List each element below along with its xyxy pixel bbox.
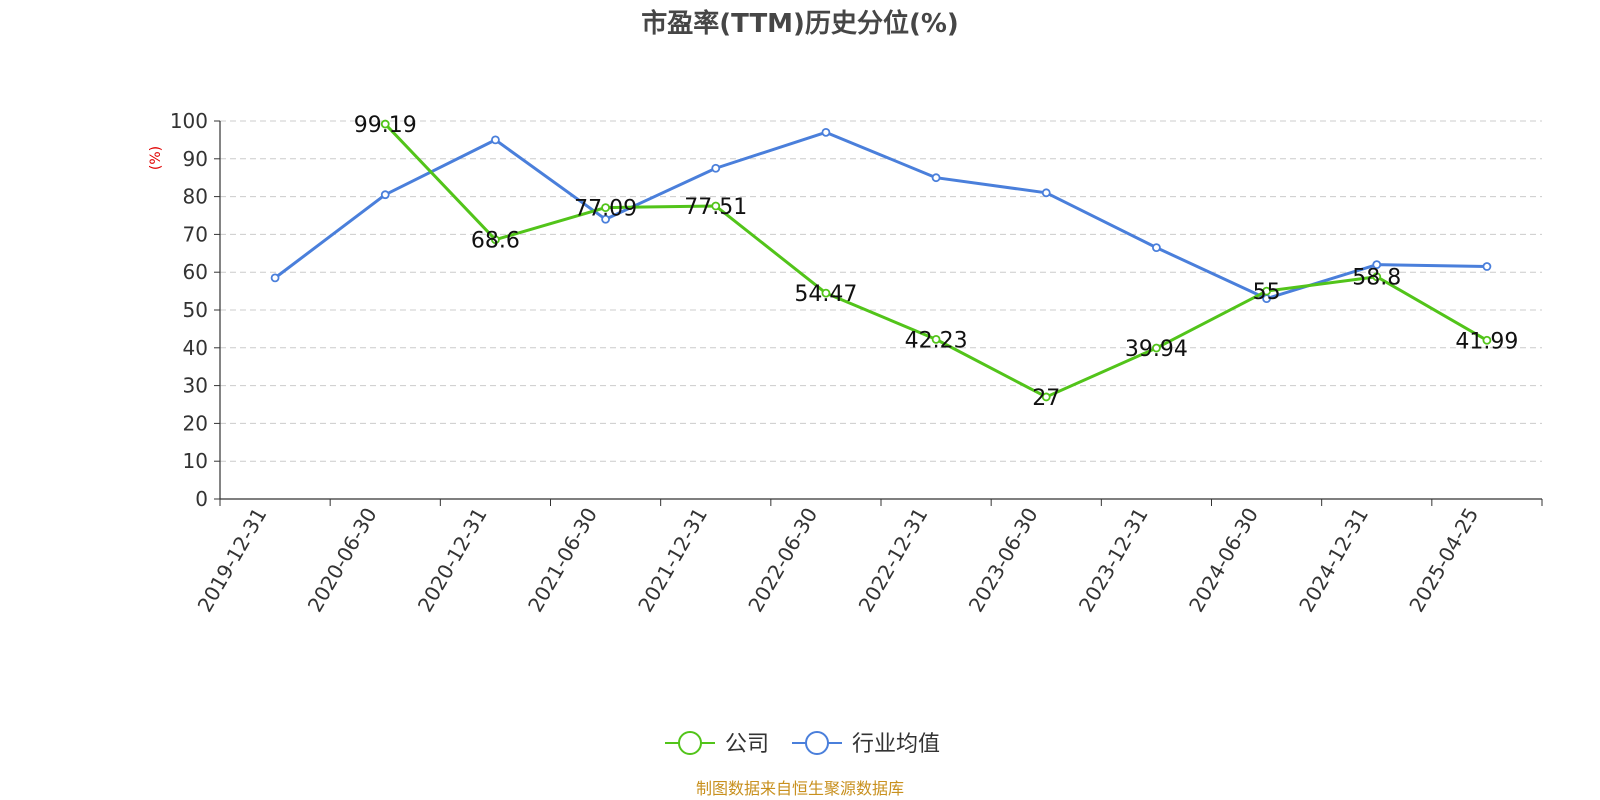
y-tick-label-5: 50 [183, 298, 208, 322]
data-point-1-1[interactable] [380, 190, 390, 200]
legend-marker-1[interactable] [805, 731, 829, 755]
data-point-1-8[interactable] [1152, 243, 1161, 253]
data-label-5: 54.47 [794, 282, 857, 307]
legend-marker-0[interactable] [678, 731, 702, 755]
series-line-0 [384, 123, 1488, 399]
data-point-0-1[interactable] [380, 119, 390, 129]
data-point-0-8[interactable] [1152, 343, 1161, 353]
data-point-0-3[interactable] [601, 203, 610, 212]
y-tick-label-1: 10 [183, 449, 208, 473]
y-tick-label-9: 90 [183, 147, 208, 171]
x-tick-label-0: 2019-12-31 [193, 504, 272, 617]
x-tick-label-2: 2020-12-31 [413, 503, 492, 616]
y-tick-label-7: 70 [183, 222, 208, 246]
x-tick-label-7: 2023-06-30 [964, 504, 1043, 617]
data-point-0-7[interactable] [1041, 392, 1051, 402]
data-point-0-11[interactable] [1482, 335, 1492, 345]
data-label-4: 77.51 [684, 195, 747, 220]
chart-title: 市盈率(TTM)历史分位(%) [641, 8, 959, 39]
x-tick-label-4: 2021-12-31 [633, 504, 712, 617]
data-label-11: 41.99 [1455, 329, 1518, 354]
x-tick-label-6: 2022-12-31 [854, 503, 933, 616]
data-point-1-3[interactable] [601, 214, 610, 224]
y-tick-label-3: 30 [183, 374, 208, 398]
data-point-1-7[interactable] [1041, 188, 1051, 198]
data-label-9: 55 [1253, 280, 1281, 305]
data-labels: 99.19 68.6 77.09 77.51 54.47 42.23 27 39.94 55 58… [354, 113, 1519, 411]
x-tick-label-8: 2023-12-31 [1074, 504, 1153, 617]
data-label-6: 42.23 [905, 328, 968, 353]
x-tick-label-3: 2021-06-30 [523, 504, 602, 617]
data-point-1-0[interactable] [270, 273, 280, 283]
x-tick-label-11: 2025-04-25 [1404, 504, 1483, 617]
y-tick-label-4: 40 [183, 336, 208, 360]
data-label-1: 99.19 [354, 113, 417, 138]
data-point-1-11[interactable] [1482, 262, 1492, 271]
legend[interactable]: 公司 行业均值 [665, 731, 940, 757]
data-label-7: 27 [1032, 386, 1060, 411]
data-point-0-4[interactable] [711, 201, 721, 211]
data-point-0-6[interactable] [931, 334, 941, 344]
x-tick-label-1: 2020-06-30 [303, 504, 382, 617]
data-point-1-10[interactable] [1372, 260, 1382, 270]
source-note: 制图数据来自恒生聚源数据库 [696, 779, 904, 798]
data-point-0-9[interactable] [1262, 286, 1271, 296]
x-tick-label-9: 2024-06-30 [1184, 504, 1263, 617]
y-tick-label-8: 80 [183, 185, 208, 209]
data-label-2: 68.6 [471, 229, 520, 254]
axes: 0 10 20 30 40 50 60 70 80 90 100 2019-12-31 2020-06-… [170, 109, 1543, 617]
data-point-1-6[interactable] [931, 173, 941, 183]
y-tick-label-2: 20 [183, 411, 208, 435]
legend-label-0[interactable]: 公司 [725, 732, 769, 757]
y-axis-label: (%) [148, 146, 164, 170]
y-tick-label-6: 60 [183, 260, 208, 284]
data-label-8: 39.94 [1125, 337, 1188, 362]
series-line-1 [274, 130, 1487, 301]
legend-label-1[interactable]: 行业均值 [852, 732, 940, 757]
y-tick-label-0: 0 [195, 487, 208, 511]
gridlines [220, 120, 1542, 462]
x-tick-label-10: 2024-12-31 [1294, 504, 1373, 617]
x-tick-label-5: 2022-06-30 [743, 504, 822, 617]
series-lines [270, 119, 1492, 402]
data-point-0-2[interactable] [491, 235, 500, 245]
data-point-1-4[interactable] [711, 163, 721, 173]
data-label-10: 58.8 [1352, 266, 1401, 291]
data-label-3: 77.09 [574, 197, 637, 222]
data-point-0-5[interactable] [821, 288, 831, 298]
data-point-0-10[interactable] [1372, 272, 1382, 282]
data-point-1-2[interactable] [491, 135, 500, 145]
data-point-1-5[interactable] [821, 127, 831, 137]
y-tick-label-10: 100 [170, 109, 208, 133]
